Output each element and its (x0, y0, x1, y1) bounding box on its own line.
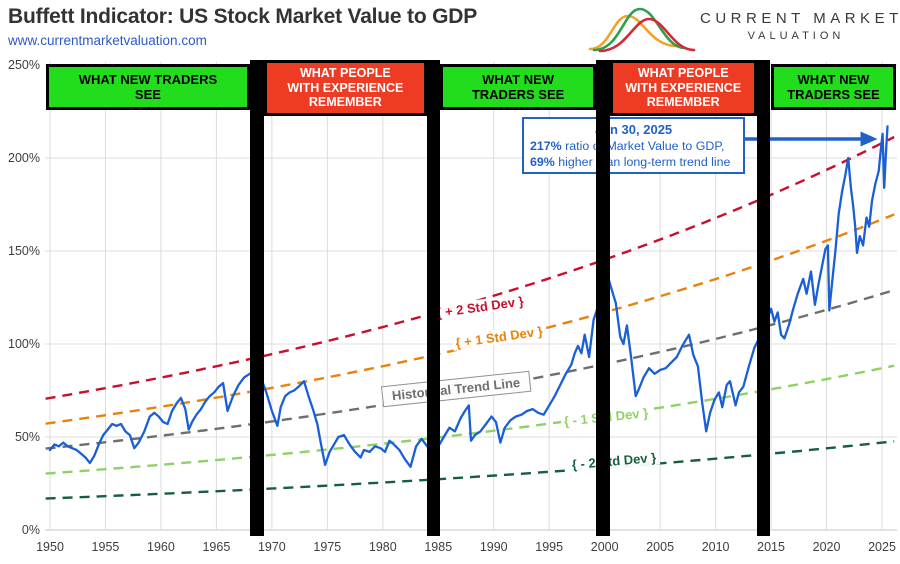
y-axis-tick-label: 250% (8, 58, 40, 72)
y-axis-tick-label: 0% (22, 523, 40, 537)
trend-line (45, 440, 895, 500)
y-axis-tick-label: 150% (8, 244, 40, 258)
x-axis-tick-label: 1965 (202, 540, 230, 554)
brand-logo: CURRENT MARKET VALUATION (588, 2, 900, 54)
site-url-link[interactable]: www.currentmarketvaluation.com (8, 33, 207, 48)
x-axis-tick-label: 2015 (757, 540, 785, 554)
x-axis-tick-label: 1990 (480, 540, 508, 554)
bell-curves-icon (588, 7, 696, 53)
brand-name-line1: CURRENT MARKET (700, 10, 900, 27)
buffett-indicator-series (48, 125, 889, 468)
x-axis-tick-label: 1985 (424, 540, 452, 554)
x-axis-tick-label: 2020 (813, 540, 841, 554)
y-axis-tick-label: 200% (8, 151, 40, 165)
callout-ratio-line: 217% ratio of Market Value to GDP, (530, 139, 725, 153)
x-axis-tick-label: 1955 (92, 540, 120, 554)
x-axis-tick-label: 1960 (147, 540, 175, 554)
x-axis-tick-label: 1950 (36, 540, 64, 554)
x-axis-tick-label: 1980 (369, 540, 397, 554)
callout-trend-line: 69% higher than long-term trend line (530, 155, 731, 170)
callout-date: Jun 30, 2025 (594, 122, 673, 137)
latest-value-callout: Jun 30, 2025 217% ratio of Market Value … (522, 117, 745, 174)
brand-name: CURRENT MARKET VALUATION (700, 10, 900, 42)
x-axis-tick-label: 2010 (702, 540, 730, 554)
x-axis-tick-label: 1995 (535, 540, 563, 554)
y-axis-tick-label: 100% (8, 337, 40, 351)
x-axis-tick-label: 2005 (646, 540, 674, 554)
brand-name-line2: VALUATION (747, 30, 845, 42)
x-axis-tick-label: 2025 (868, 540, 896, 554)
callout-arrow-head (860, 131, 878, 147)
y-axis-tick-label: 50% (15, 430, 40, 444)
x-axis-tick-label: 1975 (313, 540, 341, 554)
page-title: Buffett Indicator: US Stock Market Value… (8, 5, 478, 28)
trend-line (45, 135, 895, 400)
x-axis-tick-label: 1970 (258, 540, 286, 554)
x-axis-tick-label: 2000 (591, 540, 619, 554)
